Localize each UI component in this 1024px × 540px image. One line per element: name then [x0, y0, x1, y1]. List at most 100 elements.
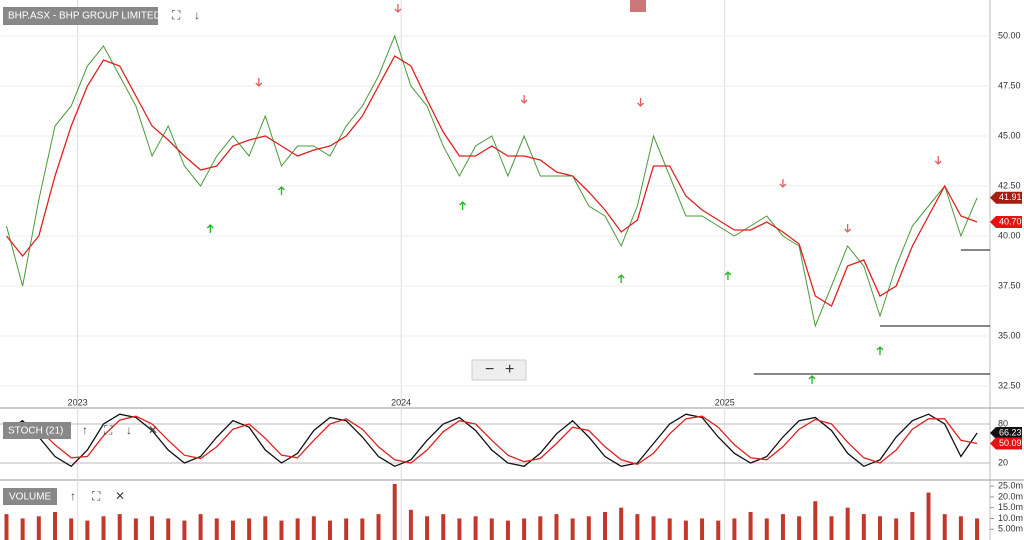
volume-bar — [926, 492, 931, 540]
volume-bar — [360, 518, 365, 540]
volume-bar — [473, 516, 478, 540]
volume-bar — [133, 518, 138, 540]
volume-bar — [554, 514, 559, 540]
up-icon[interactable]: ↑ — [70, 489, 76, 503]
expand-icon[interactable]: ⛶ — [103, 423, 113, 437]
volume-bar — [263, 516, 268, 540]
volume-bar — [748, 511, 753, 540]
y-tick-label: 37.50 — [998, 280, 1021, 290]
volume-bar — [344, 518, 349, 540]
price-tag-label: 50.09 — [999, 438, 1022, 448]
zoom-in[interactable]: + — [505, 361, 514, 378]
y-tick-label: 40.00 — [998, 230, 1021, 240]
down-icon[interactable]: ↓ — [126, 423, 132, 437]
volume-bar — [441, 514, 446, 540]
volume-bar — [878, 516, 882, 540]
price-tag-label: 66.23 — [999, 427, 1022, 437]
volume-bar — [522, 518, 527, 540]
volume-bar — [651, 516, 656, 540]
y-tick-label: 5.00m — [998, 524, 1023, 534]
volume-bar — [20, 518, 25, 540]
volume-bar — [975, 518, 980, 540]
price-tag — [990, 426, 1022, 439]
sell-arrow — [394, 4, 402, 13]
volume-bar — [489, 518, 494, 540]
volume-bar — [425, 516, 430, 540]
y-tick-label: 42.50 — [998, 180, 1021, 190]
volume-bar — [311, 516, 316, 540]
buy-arrow — [278, 186, 285, 195]
volume-bar — [150, 516, 155, 540]
volume-bar — [619, 507, 624, 540]
close-icon[interactable]: ✕ — [115, 489, 125, 503]
volume-bar — [894, 518, 899, 540]
volume-bar — [69, 518, 74, 540]
volume-bar — [166, 518, 171, 540]
price-tag — [990, 191, 1022, 204]
volume-bar — [958, 516, 963, 540]
volume-bar — [586, 516, 591, 540]
y-tick-label: 15.0m — [998, 502, 1023, 512]
y-tick-label: 35.00 — [998, 330, 1021, 340]
down-icon[interactable]: ↓ — [194, 8, 200, 22]
volume-bar — [845, 507, 850, 540]
sell-arrow — [779, 179, 787, 188]
volume-bar — [4, 514, 9, 540]
volume-bar — [829, 516, 834, 540]
volume-bar — [732, 518, 737, 540]
title-box — [3, 488, 57, 505]
volume-bar — [716, 520, 721, 540]
x-tick-label: 2025 — [715, 397, 735, 407]
volume-bar — [279, 520, 284, 540]
y-tick-label: 47.50 — [998, 80, 1021, 90]
title-box — [3, 7, 158, 25]
y-tick-label: 10.0m — [998, 513, 1023, 523]
volume-bar — [101, 516, 106, 540]
sell-arrow — [844, 224, 852, 233]
volume-bar — [182, 520, 187, 540]
sell-arrow — [934, 156, 942, 165]
volume-bar — [603, 511, 607, 540]
series-line — [6, 415, 978, 466]
chart-title: BHP.ASX - BHP GROUP LIMITED — [8, 11, 161, 22]
up-icon[interactable]: ↑ — [82, 423, 88, 437]
volume-bar — [36, 516, 41, 540]
volume-bar — [797, 516, 802, 540]
volume-bar — [392, 483, 397, 540]
price-tag — [990, 437, 1022, 450]
volume-bar — [117, 514, 122, 540]
panel-title: STOCH (21) — [8, 426, 63, 437]
volume-bar — [683, 520, 688, 540]
price-tag — [990, 216, 1022, 228]
close-icon[interactable]: ✕ — [148, 423, 158, 437]
volume-bar — [635, 514, 640, 540]
sell-arrow — [637, 98, 645, 107]
price-tag-label: 41.91 — [999, 192, 1022, 202]
buy-arrow — [206, 224, 214, 233]
zoom-out[interactable]: − — [485, 361, 494, 378]
expand-icon[interactable]: ⛶ — [171, 8, 181, 22]
volume-bar — [942, 514, 947, 540]
series-line — [5, 55, 978, 307]
buy-arrow — [724, 271, 732, 280]
buy-arrow — [876, 346, 884, 355]
volume-bar — [538, 516, 543, 540]
volume-bar — [780, 514, 785, 540]
volume-bar — [247, 518, 252, 540]
panel-title: VOLUME — [9, 492, 52, 503]
volume-bar — [813, 501, 818, 540]
y-tick-label: 32.50 — [998, 380, 1021, 390]
buy-arrow — [617, 274, 625, 283]
expand-icon[interactable]: ⛶ — [91, 489, 101, 503]
volume-bar — [230, 520, 235, 540]
y-tick-label: 45.00 — [998, 130, 1021, 140]
y-tick-label: 50.00 — [998, 30, 1021, 40]
volume-bar — [214, 518, 219, 540]
buy-arrow — [808, 375, 816, 384]
volume-bar — [328, 520, 332, 540]
x-tick-label: 2024 — [391, 397, 411, 407]
sell-arrow — [520, 95, 528, 104]
marker-box[interactable] — [630, 0, 646, 12]
